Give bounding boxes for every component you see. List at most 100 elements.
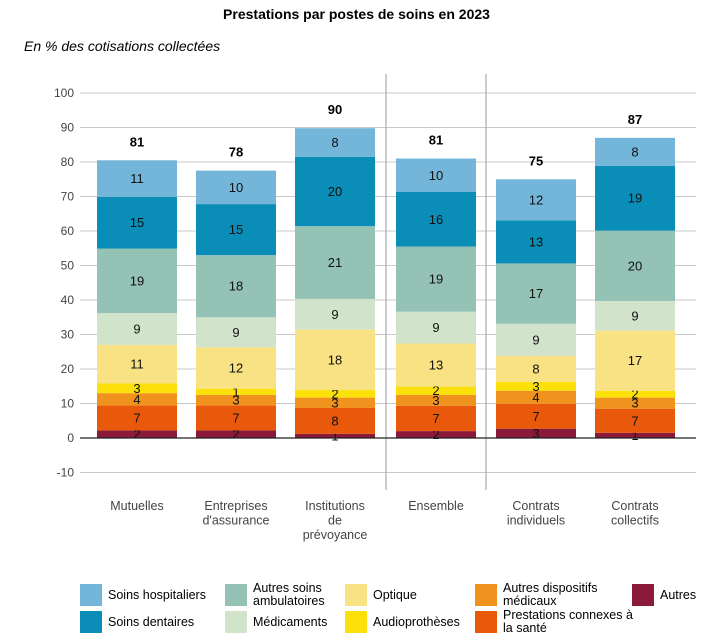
x-tick-label: Institutions — [305, 499, 365, 513]
x-tick-label: Entreprises — [204, 499, 267, 513]
bar-segment — [295, 329, 375, 391]
data-label: 2 — [432, 427, 439, 442]
data-label: 10 — [429, 168, 443, 183]
data-label: 1 — [331, 428, 338, 443]
bar-segment — [196, 347, 276, 389]
y-tick-label: -10 — [57, 466, 75, 480]
bar-segment — [97, 393, 177, 406]
bar-segment — [396, 386, 476, 395]
data-label: 18 — [328, 352, 342, 367]
bar-segment — [97, 248, 177, 314]
x-tick-label: prévoyance — [303, 528, 368, 542]
bar-segment — [97, 313, 177, 345]
data-label: 3 — [331, 395, 338, 410]
bar-segment — [396, 343, 476, 387]
bar-segment — [496, 263, 576, 324]
data-label: 4 — [133, 392, 140, 407]
bar-segment — [496, 323, 576, 356]
data-label: 8 — [331, 135, 338, 150]
x-tick-label: de — [328, 514, 342, 528]
bar-segment — [396, 311, 476, 344]
bar-segment — [595, 390, 675, 398]
bar-total-label: 75 — [529, 153, 543, 168]
x-tick-label: Ensemble — [408, 499, 464, 513]
bar-segment — [295, 407, 375, 434]
data-label: 3 — [232, 393, 239, 408]
bar-segment — [295, 390, 375, 398]
data-label: 8 — [631, 144, 638, 159]
bar-segment — [97, 196, 177, 249]
y-tick-label: 90 — [61, 121, 75, 135]
bar-segment — [196, 388, 276, 395]
bar-segment — [196, 317, 276, 348]
data-label: 3 — [532, 426, 539, 441]
x-tick-label: individuels — [507, 514, 565, 528]
data-label: 7 — [133, 410, 140, 425]
bar-total-label: 87 — [628, 112, 642, 127]
bar-segment — [396, 192, 476, 247]
bar-segment — [97, 344, 177, 384]
chart-title: Prestations par postes de soins en 2023 — [223, 6, 490, 22]
data-label: 9 — [631, 308, 638, 323]
bar-segment — [496, 355, 576, 382]
bar-total-label: 78 — [229, 145, 243, 160]
bar-segment — [595, 397, 675, 409]
bar-segment — [396, 431, 476, 438]
bar-segment — [196, 405, 276, 431]
data-label: 9 — [532, 332, 539, 347]
data-label: 2 — [331, 386, 338, 401]
x-tick-label: Contrats — [611, 499, 658, 513]
chart-subtitle: En % des cotisations collectées — [24, 38, 221, 54]
x-tick-label: Mutuelles — [110, 499, 164, 513]
y-tick-label: 50 — [61, 259, 75, 273]
bar-segment — [496, 220, 576, 264]
bar-segment — [496, 179, 576, 221]
bar-segment — [496, 381, 576, 391]
bar-total-label: 81 — [130, 134, 144, 149]
bar-segment — [97, 430, 177, 438]
y-tick-label: 80 — [61, 155, 75, 169]
bar-segment — [595, 165, 675, 231]
data-label: 15 — [130, 215, 144, 230]
x-tick-label: collectifs — [611, 514, 659, 528]
bar-segment — [295, 433, 375, 438]
y-tick-label: 100 — [54, 86, 74, 100]
data-label: 4 — [532, 390, 539, 405]
bar-segment — [196, 394, 276, 406]
data-label: 2 — [631, 387, 638, 402]
bar-segment — [595, 408, 675, 433]
data-label: 7 — [232, 410, 239, 425]
data-label: 3 — [432, 393, 439, 408]
bar-segment — [396, 394, 476, 406]
data-label: 3 — [631, 396, 638, 411]
bar-segment — [196, 430, 276, 438]
x-tick-label: Contrats — [512, 499, 559, 513]
data-label: 2 — [232, 427, 239, 442]
data-label: 12 — [529, 192, 543, 207]
bar-segment — [196, 204, 276, 256]
bar-segment — [595, 230, 675, 302]
y-tick-label: 40 — [61, 293, 75, 307]
data-label: 20 — [628, 258, 642, 273]
data-label: 13 — [429, 358, 443, 373]
bar-segment — [595, 330, 675, 391]
data-label: 11 — [130, 171, 144, 186]
bar-segment — [295, 128, 375, 157]
data-label: 8 — [532, 361, 539, 376]
bar-segment — [97, 405, 177, 431]
bar-segment — [295, 298, 375, 330]
data-label: 3 — [133, 381, 140, 396]
data-label: 17 — [628, 353, 642, 368]
data-label: 18 — [229, 279, 243, 294]
data-label: 19 — [429, 272, 443, 287]
bar-segment — [196, 255, 276, 318]
data-label: 17 — [529, 286, 543, 301]
y-tick-label: 60 — [61, 224, 75, 238]
bar-segment — [396, 158, 476, 193]
bar-segment — [595, 137, 675, 166]
bar-segment — [97, 383, 177, 394]
data-label: 9 — [331, 307, 338, 322]
bar-segment — [295, 397, 375, 408]
data-label: 11 — [130, 357, 144, 372]
